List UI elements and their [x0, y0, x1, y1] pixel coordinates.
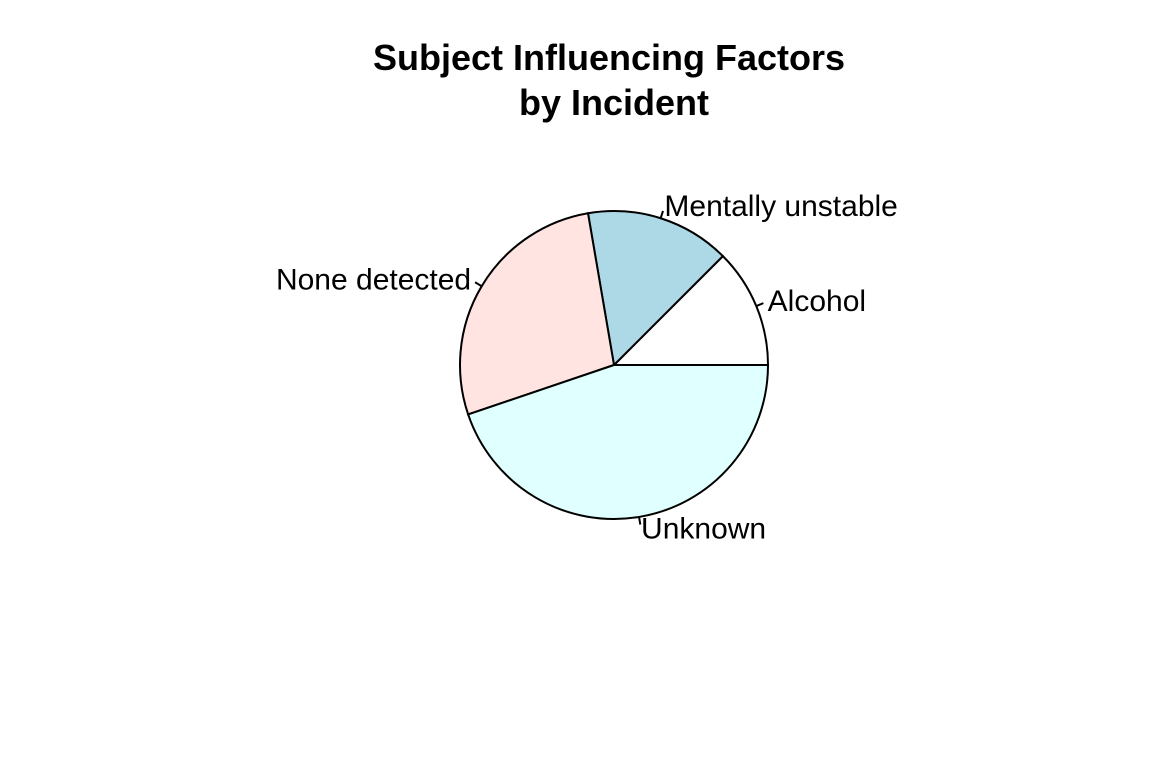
pie-slice-mentally-unstable: [586, 210, 725, 368]
pie-leader-lines: [474, 210, 764, 525]
chart-title: Subject Influencing Factors by Incident: [373, 37, 845, 123]
chart-title-line-2: by Incident: [519, 82, 709, 123]
pie-label-none-detected: None detected: [276, 263, 471, 296]
pie-label-mentally-unstable: Mentally unstable: [664, 190, 897, 223]
pie-label-alcohol: Alcohol: [768, 285, 866, 318]
pie-slice-unknown: [466, 364, 770, 520]
pie-label-unknown: Unknown: [641, 513, 766, 546]
chart-title-line-1: Subject Influencing Factors: [373, 37, 845, 78]
pie-slice-none-detected: [459, 212, 616, 416]
pie-leader-none-detected: [474, 281, 483, 288]
pie-slice-alcohol: [611, 254, 770, 366]
pie-leader-unknown: [638, 516, 642, 525]
pie-slices: [459, 210, 770, 520]
pie-leader-mentally-unstable: [659, 210, 664, 219]
pie-leader-alcohol: [755, 302, 764, 307]
pie-labels: Alcohol Mentally unstable None detected Unk…: [276, 190, 898, 546]
